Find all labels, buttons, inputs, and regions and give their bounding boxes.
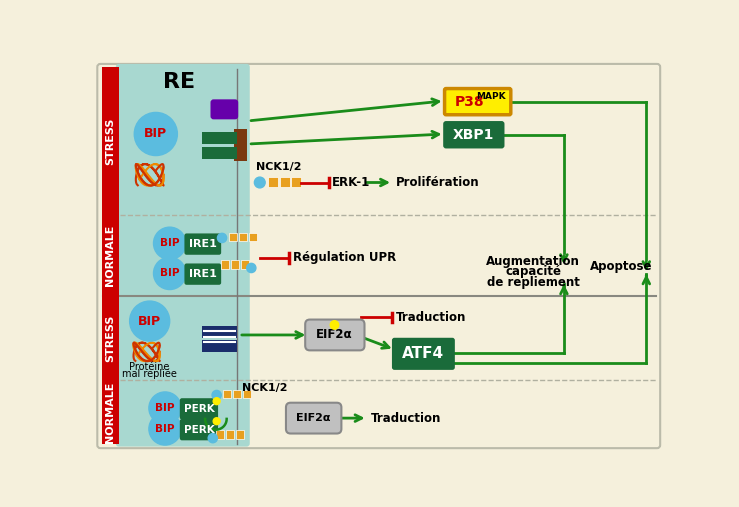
Bar [239, 233, 248, 241]
FancyBboxPatch shape [181, 399, 217, 418]
FancyBboxPatch shape [286, 403, 341, 433]
Bar [202, 340, 236, 352]
Text: Prolifération: Prolifération [396, 176, 480, 189]
Text: STRESS: STRESS [106, 118, 115, 165]
FancyBboxPatch shape [116, 64, 250, 447]
FancyBboxPatch shape [305, 319, 364, 350]
Bar [240, 260, 249, 269]
FancyBboxPatch shape [98, 64, 660, 448]
Circle shape [212, 390, 221, 400]
Text: BIP: BIP [160, 268, 180, 278]
Bar [220, 260, 229, 269]
Bar [202, 147, 236, 159]
Text: IRE1: IRE1 [189, 269, 217, 279]
Text: ATF4: ATF4 [402, 346, 444, 361]
Bar [233, 390, 242, 398]
Bar [216, 430, 225, 439]
Text: BIP: BIP [144, 127, 168, 140]
Bar [249, 233, 257, 241]
Bar [236, 430, 245, 439]
Circle shape [154, 257, 185, 289]
Circle shape [254, 177, 265, 188]
FancyBboxPatch shape [185, 234, 220, 254]
Text: BIP: BIP [138, 315, 161, 328]
Bar [226, 430, 234, 439]
Circle shape [208, 433, 217, 443]
Text: P38: P38 [454, 95, 484, 108]
Bar [291, 177, 302, 187]
Text: PERK: PERK [183, 404, 214, 414]
FancyBboxPatch shape [185, 265, 220, 284]
Text: MAPK: MAPK [476, 92, 505, 101]
Text: de repliement: de repliement [487, 276, 579, 289]
Circle shape [213, 397, 220, 405]
FancyBboxPatch shape [181, 420, 217, 439]
Text: BIP: BIP [155, 424, 175, 434]
Bar [223, 390, 231, 398]
Text: BIP: BIP [160, 238, 180, 248]
Bar [231, 260, 239, 269]
Bar [280, 177, 290, 187]
Circle shape [129, 301, 170, 341]
Bar [102, 67, 119, 444]
Circle shape [134, 113, 177, 156]
Text: capacité: capacité [505, 265, 561, 278]
Circle shape [247, 263, 256, 273]
FancyBboxPatch shape [445, 89, 511, 115]
FancyBboxPatch shape [445, 122, 503, 147]
Text: Apoptose: Apoptose [590, 260, 653, 273]
Text: XBP1: XBP1 [453, 128, 494, 142]
Bar [229, 233, 237, 241]
FancyBboxPatch shape [393, 339, 454, 369]
Text: STRESS: STRESS [106, 314, 115, 361]
Text: IRE1: IRE1 [189, 239, 217, 249]
Circle shape [213, 418, 220, 425]
Text: EIF2α: EIF2α [296, 413, 331, 423]
Bar [243, 390, 251, 398]
Text: NORMALE: NORMALE [106, 381, 115, 443]
Text: BIP: BIP [155, 403, 175, 413]
Bar [234, 129, 247, 161]
Text: Augmentation: Augmentation [486, 255, 580, 268]
Text: Protéine: Protéine [129, 361, 170, 372]
Bar [202, 325, 236, 338]
Text: PERK: PERK [183, 425, 214, 434]
Text: NCK1/2: NCK1/2 [256, 162, 302, 172]
Circle shape [149, 413, 181, 445]
Circle shape [154, 227, 185, 260]
Circle shape [217, 233, 227, 242]
Circle shape [149, 392, 181, 424]
Text: ERK-1: ERK-1 [332, 176, 370, 189]
Text: EIF2α: EIF2α [316, 329, 353, 341]
Bar [202, 132, 236, 144]
Text: RE: RE [163, 73, 195, 92]
Bar [268, 177, 279, 187]
Text: Traduction: Traduction [396, 311, 466, 324]
Text: mal repliée: mal repliée [122, 369, 177, 379]
Text: Traduction: Traduction [371, 412, 441, 425]
Text: NORMALE: NORMALE [106, 224, 115, 285]
Text: Régulation UPR: Régulation UPR [293, 251, 396, 265]
Text: NCK1/2: NCK1/2 [242, 383, 287, 393]
Circle shape [330, 321, 338, 329]
FancyBboxPatch shape [211, 99, 238, 119]
